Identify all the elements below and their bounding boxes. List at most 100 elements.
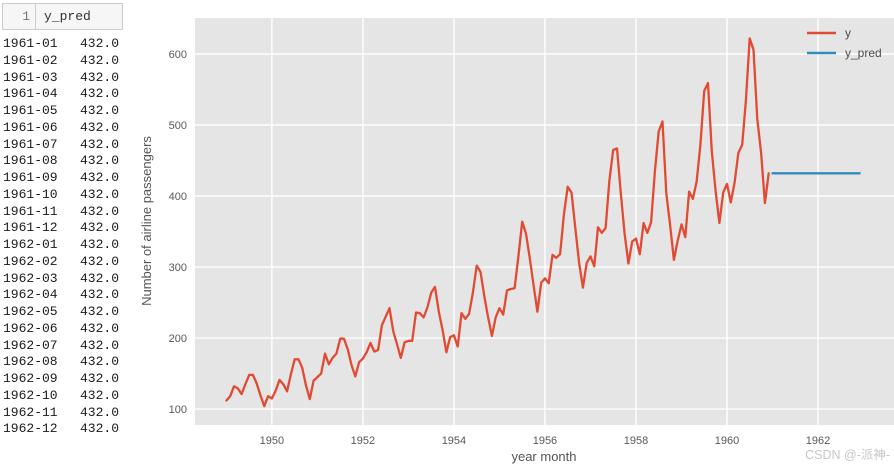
- table-row: 1962-01 432.0: [3, 237, 119, 254]
- table-row: 1961-11 432.0: [3, 204, 119, 221]
- table-row: 1962-09 432.0: [3, 371, 119, 388]
- row-date: 1961-05: [3, 103, 58, 118]
- y-tick-label: 500: [169, 120, 187, 132]
- row-date: 1962-12: [3, 421, 58, 437]
- table-row: 1962-10 432.0: [3, 388, 119, 405]
- row-date: 1961-11: [3, 203, 58, 219]
- dataframe-header-index: 1: [3, 4, 36, 29]
- x-tick-label: 1952: [351, 435, 375, 447]
- row-value: 432.0: [79, 404, 119, 420]
- row-value: 432.0: [79, 186, 119, 202]
- dataframe-header-column: y_pred: [44, 9, 91, 24]
- row-value: 432.0: [79, 69, 119, 85]
- x-tick-label: 1954: [442, 435, 466, 447]
- x-axis-label: year month: [511, 449, 576, 464]
- row-date: 1962-03: [3, 270, 58, 286]
- row-value: 432.0: [79, 203, 119, 219]
- row-date: 1962-11: [3, 404, 58, 420]
- row-date: 1961-07: [3, 136, 58, 152]
- row-value: 432.0: [79, 253, 119, 269]
- row-value: 432.0: [79, 153, 119, 169]
- row-value: 432.0: [79, 337, 119, 353]
- x-tick-label: 1962: [806, 435, 830, 447]
- row-value: 432.0: [79, 354, 119, 370]
- row-date: 1962-05: [3, 304, 58, 319]
- series-line-y: [225, 37, 770, 408]
- row-value: 432.0: [79, 421, 119, 437]
- row-value: 432.0: [79, 387, 119, 403]
- row-value: 432.0: [79, 36, 119, 51]
- row-date: 1961-09: [3, 170, 58, 185]
- dataframe-rows: 1961-01 432.0 1961-02 432.0 1961-03 432.0 1961…: [3, 36, 119, 438]
- gridlines: [195, 18, 894, 425]
- legend-label-y_pred: y_pred: [845, 46, 882, 60]
- row-date: 1962-10: [3, 387, 58, 403]
- row-date: 1961-01: [3, 36, 58, 51]
- y-tick-label: 400: [169, 191, 187, 203]
- table-row: 1961-06 432.0: [3, 120, 119, 137]
- row-value: 432.0: [79, 237, 119, 252]
- series-lines: [225, 37, 861, 408]
- y-axis-label: Number of airline passengers: [139, 136, 154, 306]
- row-date: 1961-10: [3, 186, 58, 202]
- y-tick-label: 600: [169, 49, 187, 61]
- row-value: 432.0: [79, 320, 119, 336]
- row-value: 432.0: [79, 103, 119, 118]
- x-tick-label: 1958: [624, 435, 648, 447]
- table-row: 1961-07 432.0: [3, 137, 119, 154]
- row-date: 1962-02: [3, 253, 58, 269]
- x-tick-label: 1956: [533, 435, 557, 447]
- table-row: 1962-06 432.0: [3, 321, 119, 338]
- dataframe-output-panel: 1 y_pred 1961-01 432.0 1961-02 432.0 1961-03…: [0, 0, 132, 473]
- legend-label-y: y: [845, 26, 851, 40]
- row-date: 1961-08: [3, 153, 58, 169]
- x-tick-label: 1950: [260, 435, 284, 447]
- table-row: 1961-04 432.0: [3, 86, 119, 103]
- row-value: 432.0: [79, 119, 119, 135]
- table-row: 1961-12 432.0: [3, 220, 119, 237]
- row-date: 1962-08: [3, 354, 58, 370]
- row-value: 432.0: [79, 270, 119, 286]
- y-tick-label: 200: [169, 333, 187, 345]
- table-row: 1962-12 432.0: [3, 421, 119, 438]
- table-row: 1961-01 432.0: [3, 36, 119, 53]
- legend: y y_pred: [807, 26, 882, 60]
- table-row: 1961-03 432.0: [3, 70, 119, 87]
- row-value: 432.0: [79, 136, 119, 152]
- table-row: 1961-10 432.0: [3, 187, 119, 204]
- row-date: 1962-06: [3, 320, 58, 336]
- row-date: 1962-01: [3, 237, 58, 252]
- row-value: 432.0: [79, 371, 119, 386]
- tick-labels: 1950 1952 1954 1956 1958 1960 1962 100 200 300 400…: [169, 49, 831, 447]
- watermark: CSDN @-派神-: [805, 448, 890, 462]
- row-date: 1962-04: [3, 287, 58, 303]
- dataframe-header-row: 1 y_pred: [2, 3, 123, 30]
- table-row: 1962-04 432.0: [3, 287, 119, 304]
- row-date: 1962-09: [3, 371, 58, 386]
- y-tick-label: 100: [169, 404, 187, 416]
- table-row: 1962-07 432.0: [3, 338, 119, 355]
- row-value: 432.0: [79, 287, 119, 303]
- table-row: 1962-05 432.0: [3, 304, 119, 321]
- row-value: 432.0: [79, 220, 119, 236]
- row-date: 1961-06: [3, 119, 58, 135]
- table-row: 1962-11 432.0: [3, 405, 119, 422]
- row-value: 432.0: [79, 170, 119, 185]
- row-value: 432.0: [79, 86, 119, 102]
- table-row: 1962-08 432.0: [3, 354, 119, 371]
- row-date: 1962-07: [3, 337, 58, 353]
- table-row: 1962-03 432.0: [3, 271, 119, 288]
- table-row: 1961-08 432.0: [3, 153, 119, 170]
- row-value: 432.0: [79, 52, 119, 68]
- table-row: 1962-02 432.0: [3, 254, 119, 271]
- row-date: 1961-12: [3, 220, 58, 236]
- row-value: 432.0: [79, 304, 119, 319]
- row-date: 1961-04: [3, 86, 58, 102]
- table-row: 1961-09 432.0: [3, 170, 119, 187]
- y-tick-label: 300: [169, 262, 187, 274]
- row-date: 1961-02: [3, 52, 58, 68]
- table-row: 1961-05 432.0: [3, 103, 119, 120]
- x-tick-label: 1960: [715, 435, 739, 447]
